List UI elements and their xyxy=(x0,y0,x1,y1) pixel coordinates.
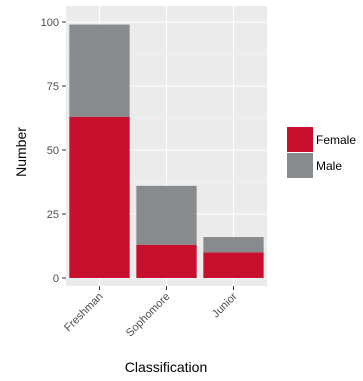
bar-freshman-female xyxy=(69,116,130,278)
x-axis-title: Classification xyxy=(125,359,207,375)
legend-label-male: Male xyxy=(316,159,342,173)
y-tick-label: 50 xyxy=(47,145,59,157)
bar-sophomore-female xyxy=(136,244,197,278)
bar-junior-female xyxy=(203,252,264,278)
x-tick-label: Junior xyxy=(210,290,240,320)
y-tick-label: 75 xyxy=(47,81,59,93)
legend-swatch-female xyxy=(287,127,313,152)
y-tick-label: 100 xyxy=(41,17,59,29)
y-tick-label: 25 xyxy=(47,209,59,221)
y-axis: 0 25 50 75 100 xyxy=(41,17,66,285)
legend-swatch-male xyxy=(287,153,313,178)
bar-sophomore-male xyxy=(136,185,197,245)
legend: Female Male xyxy=(287,127,356,178)
x-tick-label: Freshman xyxy=(62,291,106,335)
y-tick-label: 0 xyxy=(53,273,59,285)
bar-freshman-male xyxy=(69,24,130,117)
x-axis: Freshman Sophomore Junior xyxy=(62,286,240,339)
bar-junior-male xyxy=(203,237,264,253)
x-tick-label: Sophomore xyxy=(124,291,173,340)
legend-label-female: Female xyxy=(316,133,356,147)
bars xyxy=(69,24,264,278)
y-axis-title: Number xyxy=(13,127,29,177)
